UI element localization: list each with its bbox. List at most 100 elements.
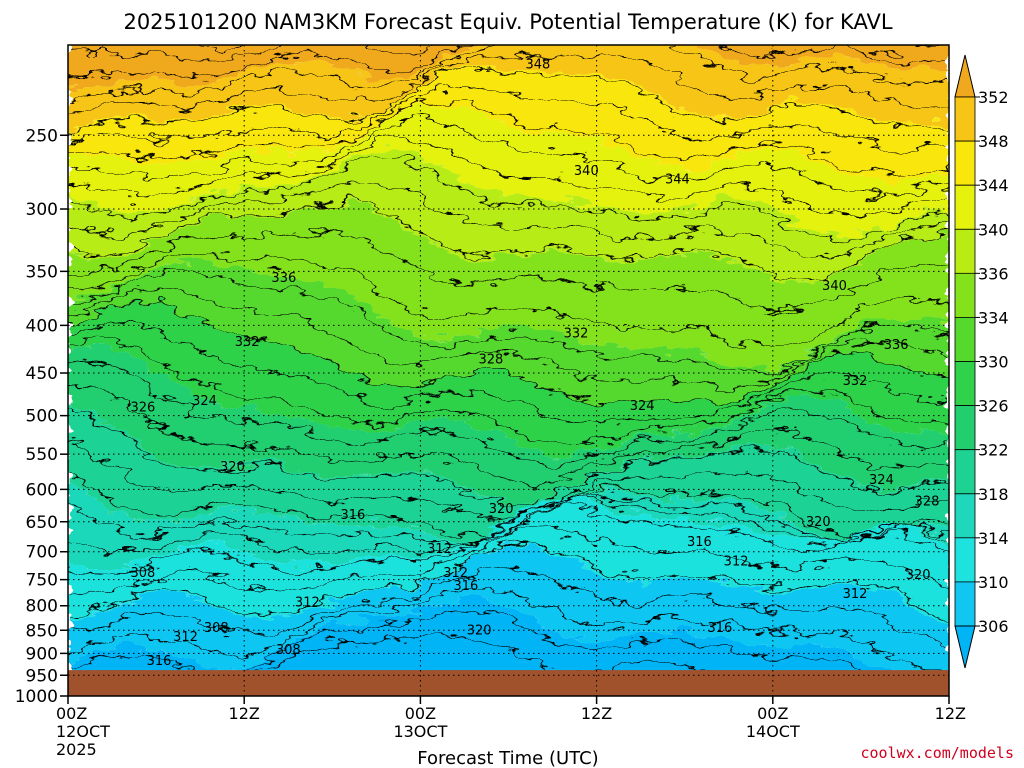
contour-label: 320 (220, 460, 245, 475)
contour-label: 320 (467, 623, 492, 638)
contour-line (192, 45, 252, 50)
contour-line (68, 45, 949, 79)
contour-label-text: 312 (295, 596, 320, 611)
credit-text[interactable]: coolwx.com/models (860, 744, 1014, 762)
theta-e-shading (68, 45, 949, 696)
y-tick-label: 600 (26, 480, 58, 500)
colorbar-swatch (954, 581, 976, 627)
colorbar-swatch (954, 228, 976, 274)
contour-label: 312 (427, 542, 452, 557)
contour-label-text: 320 (806, 515, 831, 530)
contour-label-text: 340 (574, 164, 599, 179)
contour-label: 312 (173, 630, 198, 645)
colorbar-label: 314 (978, 529, 1009, 548)
contour-line (68, 383, 949, 485)
colorbar-swatch (954, 272, 976, 318)
contour-label: 312 (443, 566, 468, 581)
colorbar-label: 330 (978, 353, 1009, 372)
contour-label: 312 (724, 554, 749, 569)
contour-label: 340 (574, 164, 599, 179)
contour-label: 340 (822, 279, 847, 294)
colorbar-swatch (954, 537, 976, 583)
contour-line (68, 286, 949, 388)
contour-label: 332 (843, 374, 868, 389)
contour-label-text: 332 (843, 374, 868, 389)
contour-label-text: 324 (869, 473, 894, 488)
colorbar-swatch (954, 316, 976, 362)
contour-line (68, 252, 949, 349)
shading-band (68, 300, 949, 456)
contour-label-text: 316 (454, 579, 479, 594)
y-tick-label: 400 (26, 316, 58, 336)
contour-line (68, 339, 949, 447)
contour-label-text: 312 (173, 630, 198, 645)
contour-label: 336 (271, 271, 296, 286)
shading-band (68, 149, 949, 285)
contour-line (68, 526, 949, 595)
colorbar-swatch (954, 184, 976, 230)
contour-label-text: 320 (467, 623, 492, 638)
contour-label: 312 (295, 596, 320, 611)
grid-lines (68, 45, 949, 696)
contour-label: 320 (489, 502, 514, 517)
x-tick-date: 13OCT (393, 722, 447, 741)
contour-line (68, 156, 949, 241)
x-tick-label: 00Z (56, 704, 87, 723)
y-tick-label: 950 (26, 666, 58, 686)
contour-label-text: 312 (443, 566, 468, 581)
contour-label-text: 326 (130, 400, 155, 415)
contour-line (68, 200, 949, 282)
colorbar-max-arrow (954, 54, 976, 98)
contour-line (68, 181, 949, 259)
contour-label: 332 (564, 326, 589, 341)
colorbar-label: 322 (978, 441, 1009, 460)
contour-label-text: 332 (564, 326, 589, 341)
contour-label-text: 320 (489, 502, 514, 517)
contour-label-text: 308 (276, 643, 301, 658)
colorbar-swatch (954, 449, 976, 495)
colorbar-label: 340 (978, 220, 1009, 239)
colorbar-label: 344 (978, 176, 1009, 195)
contour-line (68, 67, 949, 133)
colorbar-min-arrow (954, 625, 976, 669)
y-tick-label: 250 (26, 126, 58, 146)
colorbar-swatch (954, 361, 976, 406)
contour-label-text: 316 (687, 535, 712, 550)
contour-label-text: 336 (271, 271, 296, 286)
contour-label-text: 316 (708, 621, 733, 636)
y-tick-label: 900 (26, 644, 58, 664)
contour-label-text: 324 (630, 399, 655, 414)
contour-label: 348 (525, 58, 550, 73)
contour-label-text: 340 (822, 279, 847, 294)
y-tick-label: 800 (26, 597, 58, 617)
contour-label-text: 312 (427, 542, 452, 557)
colorbar-label: 336 (978, 264, 1009, 283)
plot-area (68, 45, 949, 696)
colorbar-label: 334 (978, 308, 1009, 327)
contour-label-text: 324 (192, 394, 217, 409)
plot-frame (67, 44, 950, 697)
contour-label: 324 (630, 399, 655, 414)
colorbar-label: 326 (978, 397, 1009, 416)
contour-line (68, 45, 949, 100)
y-tick-label: 750 (26, 571, 58, 591)
chart-title: 2025101200 NAM3KM Forecast Equiv. Potent… (123, 10, 892, 34)
colorbar-label: 310 (978, 573, 1009, 592)
contour-label: 308 (204, 621, 229, 636)
y-tick-label: 1000 (15, 687, 58, 707)
shading-band (68, 103, 949, 236)
contour-line (68, 269, 949, 376)
y-tick-label: 350 (26, 262, 58, 282)
y-tick-label: 700 (26, 543, 58, 563)
contour-line (68, 85, 949, 151)
contour-line (68, 99, 949, 175)
contour-line (68, 565, 949, 648)
colorbar-swatch (954, 493, 976, 539)
contour-label-text: 320 (906, 568, 931, 583)
colorbar-swatch (954, 96, 976, 142)
contour-label: 344 (665, 173, 690, 188)
contour-lines (68, 45, 949, 696)
shading-band (68, 45, 949, 131)
